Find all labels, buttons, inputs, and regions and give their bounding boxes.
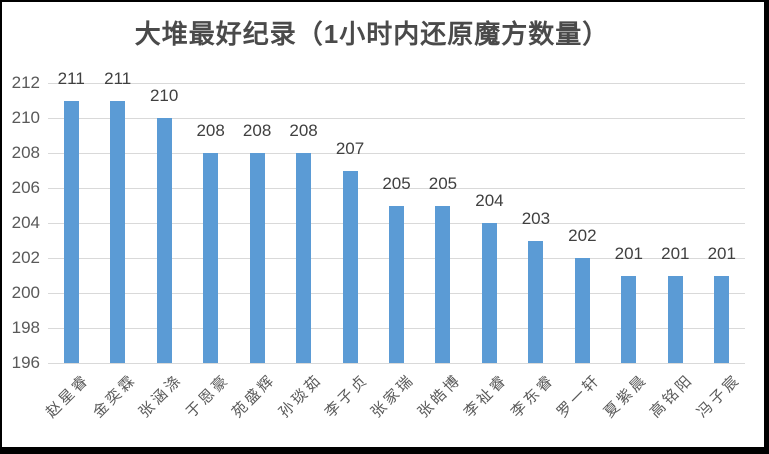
bar (203, 153, 219, 363)
data-label: 205 (382, 173, 411, 193)
x-category-label: 夏紫晨 (600, 371, 651, 422)
x-category-label: 冯子宸 (693, 371, 744, 422)
x-category-label: 李祉睿 (461, 371, 512, 422)
x-category-label: 张皓博 (414, 371, 465, 422)
bar (156, 118, 172, 363)
y-tick-label: 196 (11, 353, 40, 372)
gridline (48, 82, 745, 84)
x-category-label: 高铭阳 (647, 371, 698, 422)
data-label: 207 (335, 138, 365, 158)
data-label: 201 (661, 243, 690, 263)
y-tick-label: 198 (11, 318, 40, 337)
data-label: 201 (614, 243, 644, 263)
bar (481, 223, 497, 363)
data-label: 211 (104, 68, 132, 88)
y-tick-label: 206 (11, 178, 40, 197)
bar (528, 240, 544, 363)
x-category-label: 张家瑞 (368, 371, 419, 422)
x-category-label: 李东睿 (507, 371, 558, 422)
data-label: 211 (57, 68, 85, 88)
x-category-label: 金奕霖 (89, 371, 140, 422)
data-label: 202 (568, 226, 597, 245)
gridline (48, 362, 745, 364)
x-category-label: 罗一轩 (554, 371, 605, 422)
y-tick-label: 208 (11, 143, 40, 162)
data-label: 210 (149, 86, 179, 105)
x-category-label: 苑盛辉 (228, 371, 280, 422)
y-tick-label: 210 (11, 108, 40, 127)
bar (389, 205, 404, 363)
x-category-label: 孙琰茹 (275, 371, 326, 422)
data-label: 204 (475, 191, 504, 210)
bar (249, 153, 265, 363)
bar (110, 100, 126, 363)
bar (63, 100, 79, 363)
y-tick-label: 200 (11, 283, 40, 302)
bar (342, 170, 358, 363)
bar (714, 275, 730, 363)
x-category-label: 张涵涤 (135, 371, 187, 422)
x-category-label: 李子贞 (321, 371, 373, 422)
x-category-label: 赵星睿 (43, 371, 94, 422)
y-tick-label: 204 (11, 213, 40, 232)
y-tick-label: 202 (11, 248, 40, 267)
data-label: 208 (289, 121, 318, 140)
y-axis: 196 198 200 202 204 206 208 210 212 (4, 74, 42, 372)
plot-area: 211 赵星睿 211 金奕霖 210 张涵涤 208 于恩豪 208 苑盛辉 208 孙琰茹 207 李… (43, 69, 745, 421)
bar (667, 275, 683, 363)
bar (435, 205, 451, 363)
data-label: 201 (707, 243, 736, 263)
data-label: 208 (196, 121, 225, 140)
chart-title: 大堆最好纪录（1小时内还原魔方数量） (134, 19, 610, 49)
gridline (48, 152, 745, 154)
data-label: 205 (428, 173, 458, 193)
gridline (48, 117, 745, 119)
bar (574, 258, 590, 363)
data-label: 208 (242, 121, 272, 140)
data-label: 203 (521, 208, 551, 228)
gridline (48, 187, 745, 189)
x-category-label: 于恩豪 (182, 371, 233, 422)
y-tick-label: 212 (11, 73, 40, 92)
bar (621, 275, 637, 363)
bar (296, 153, 312, 363)
